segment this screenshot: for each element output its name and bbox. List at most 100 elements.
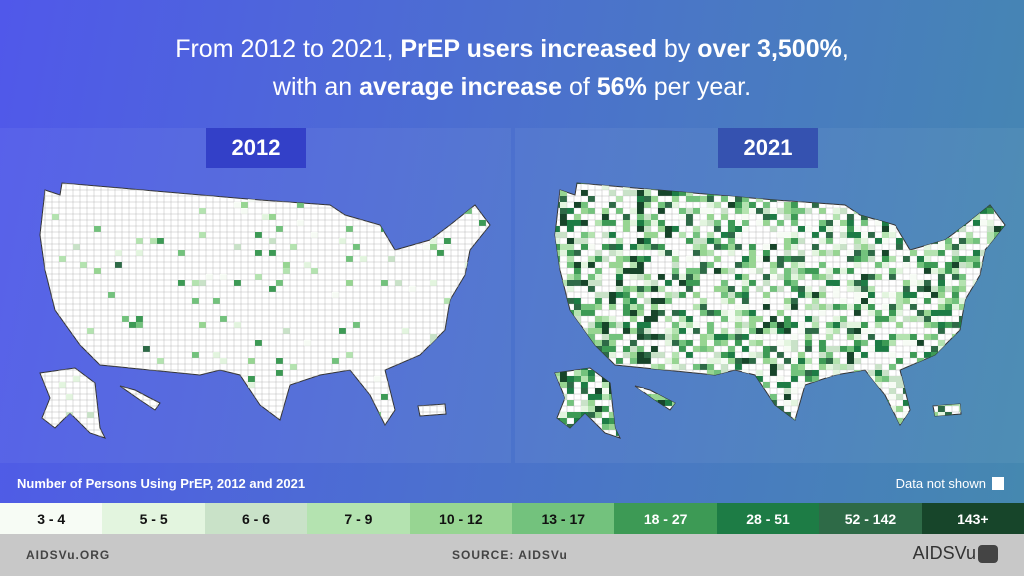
county-outline xyxy=(107,375,116,383)
county-cell xyxy=(882,340,889,346)
county-outline xyxy=(422,189,431,197)
county-cell xyxy=(255,430,262,436)
county-outline xyxy=(408,369,417,377)
county-cell xyxy=(826,346,833,352)
county-cell xyxy=(276,184,283,190)
county-cell xyxy=(812,196,819,202)
county-cell xyxy=(602,340,609,346)
county-cell xyxy=(672,190,679,196)
county-outline xyxy=(443,417,452,425)
county-outline xyxy=(178,442,185,448)
county-outline xyxy=(485,237,490,245)
county-outline xyxy=(107,183,116,185)
county-outline xyxy=(415,369,424,377)
county-outline xyxy=(226,417,235,425)
county-cell xyxy=(987,280,994,286)
county-cell xyxy=(861,208,868,214)
county-outline xyxy=(177,375,186,383)
county-outline xyxy=(471,375,480,383)
county-outline xyxy=(443,393,452,401)
county-outline xyxy=(443,207,452,215)
county-outline xyxy=(471,189,480,197)
county-outline xyxy=(394,237,403,245)
county-cell xyxy=(805,196,812,202)
county-outline xyxy=(601,357,610,365)
county-outline xyxy=(72,345,81,353)
county-cell xyxy=(616,286,623,292)
county-cell xyxy=(332,358,339,364)
county-cell xyxy=(994,262,1001,268)
county-outline xyxy=(72,429,81,437)
county-cell xyxy=(241,208,248,214)
county-cell xyxy=(987,196,994,202)
county-outline xyxy=(381,442,388,448)
county-outline xyxy=(457,303,466,311)
county-cell xyxy=(763,208,770,214)
county-outline xyxy=(163,183,172,185)
county-cell xyxy=(777,274,784,280)
county-outline xyxy=(902,219,911,227)
county-outline xyxy=(450,417,459,425)
county-cell xyxy=(812,328,819,334)
county-cell xyxy=(819,238,826,244)
county-cell xyxy=(854,280,861,286)
county-cell xyxy=(637,352,644,358)
county-cell xyxy=(889,334,896,340)
county-outline xyxy=(471,417,480,425)
county-cell xyxy=(882,196,889,202)
county-outline xyxy=(464,273,473,281)
county-outline xyxy=(493,394,500,400)
county-cell xyxy=(465,184,472,190)
county-outline xyxy=(471,339,480,347)
county-outline xyxy=(191,417,200,425)
county-cell xyxy=(777,340,784,346)
county-cell xyxy=(637,226,644,232)
county-outline xyxy=(296,417,305,425)
county-cell xyxy=(560,244,567,250)
county-outline xyxy=(776,183,785,185)
county-cell xyxy=(875,340,882,346)
county-cell xyxy=(630,298,637,304)
county-outline xyxy=(324,399,333,407)
county-cell xyxy=(560,250,567,256)
county-outline xyxy=(457,423,466,431)
county-cell xyxy=(875,196,882,202)
county-cell xyxy=(588,286,595,292)
county-outline xyxy=(366,207,375,215)
county-cell xyxy=(567,262,574,268)
county-cell xyxy=(840,220,847,226)
county-cell xyxy=(581,238,588,244)
county-cell xyxy=(952,256,959,262)
county-outline xyxy=(993,201,1002,209)
county-outline xyxy=(464,393,473,401)
county-outline xyxy=(170,393,179,401)
county-outline xyxy=(485,207,490,215)
county-cell xyxy=(588,274,595,280)
county-cell xyxy=(952,352,959,358)
county-cell xyxy=(192,298,199,304)
county-outline xyxy=(163,417,172,425)
county-outline xyxy=(310,399,319,407)
county-cell xyxy=(721,340,728,346)
county-outline xyxy=(457,375,466,383)
county-outline xyxy=(457,195,466,203)
county-outline xyxy=(965,327,974,335)
county-outline xyxy=(268,423,277,431)
county-cell xyxy=(784,274,791,280)
county-outline xyxy=(450,381,459,389)
county-outline xyxy=(51,351,60,359)
county-outline xyxy=(296,393,305,401)
county-cell xyxy=(616,322,623,328)
county-cell xyxy=(430,334,437,340)
county-cell xyxy=(847,268,854,274)
county-outline xyxy=(338,387,347,395)
county-outline xyxy=(331,195,340,203)
county-cell xyxy=(479,190,486,196)
county-outline xyxy=(436,429,445,437)
county-cell xyxy=(819,183,826,184)
county-outline xyxy=(149,435,158,438)
county-cell xyxy=(693,328,700,334)
county-outline xyxy=(839,183,848,191)
county-outline xyxy=(107,399,116,407)
county-outline xyxy=(1008,262,1015,268)
